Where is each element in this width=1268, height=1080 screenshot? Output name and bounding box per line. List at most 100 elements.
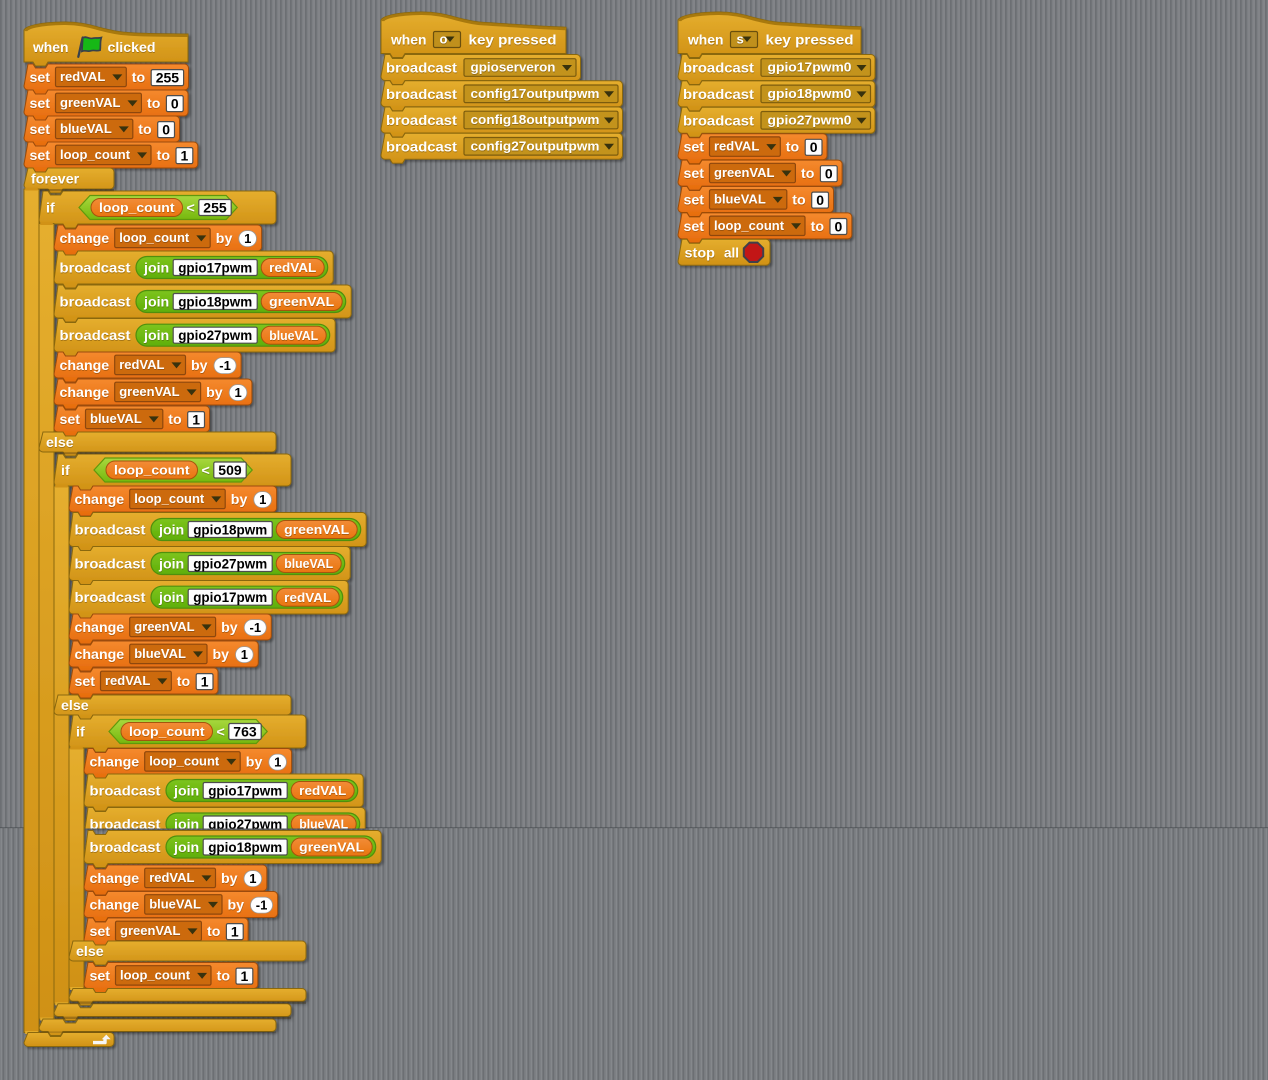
svg-text:key pressed: key pressed [766, 33, 854, 49]
svg-text:redVAL: redVAL [60, 70, 105, 85]
svg-text:forever: forever [31, 173, 80, 189]
svg-text:forever: forever [31, 172, 80, 188]
svg-text:gpio17pwm: gpio17pwm [178, 259, 252, 275]
svg-text:else: else [46, 435, 74, 451]
svg-text:gpio18pwm0: gpio18pwm0 [768, 86, 852, 101]
svg-text:broadcast: broadcast [90, 785, 161, 801]
svg-text:join: join [173, 841, 199, 857]
svg-text:to: to [207, 925, 221, 941]
svg-text:loop_count: loop_count [119, 230, 190, 245]
svg-text:redVAL: redVAL [120, 358, 165, 373]
svg-text:loop_count: loop_count [714, 219, 785, 234]
svg-text:key pressed: key pressed [766, 34, 854, 50]
svg-text:config18outputpwm: config18outputpwm [471, 112, 600, 127]
svg-text:change: change [75, 621, 125, 637]
svg-text:loop_count: loop_count [114, 463, 190, 478]
svg-text:broadcast: broadcast [60, 261, 131, 277]
svg-text:if: if [76, 726, 85, 742]
svg-text:to: to [811, 219, 825, 235]
svg-text:when: when [687, 33, 723, 49]
svg-text:else: else [76, 944, 104, 960]
svg-text:set: set [60, 412, 81, 428]
svg-text:set: set [75, 674, 96, 690]
svg-text:change: change [75, 620, 125, 636]
svg-text:loop_count: loop_count [99, 201, 175, 216]
svg-text:blueVAL: blueVAL [714, 193, 766, 208]
svg-text:redVAL: redVAL [714, 139, 759, 154]
svg-text:1: 1 [241, 968, 249, 984]
svg-text:if: if [76, 725, 85, 741]
svg-text:when: when [390, 33, 426, 49]
svg-text:join: join [143, 295, 169, 311]
svg-text:by: by [246, 755, 263, 771]
svg-text:key pressed: key pressed [469, 33, 557, 49]
svg-text:broadcast: broadcast [683, 114, 754, 130]
svg-text:join: join [158, 557, 184, 573]
svg-text:set: set [684, 220, 705, 236]
svg-text:to: to [169, 413, 183, 429]
svg-text:broadcast: broadcast [683, 87, 754, 103]
svg-text:gpioserveron: gpioserveron [471, 61, 556, 76]
svg-text:greenVAL: greenVAL [299, 840, 364, 855]
svg-text:-1: -1 [219, 358, 231, 373]
svg-text:by: by [221, 620, 238, 636]
svg-text:broadcast: broadcast [386, 113, 457, 129]
svg-text:-1: -1 [256, 898, 268, 913]
svg-text:change: change [60, 358, 110, 374]
svg-text:loop_count: loop_count [150, 755, 221, 770]
svg-text:greenVAL: greenVAL [60, 96, 120, 111]
svg-text:loop_count: loop_count [60, 148, 131, 163]
svg-text:set: set [30, 123, 51, 139]
svg-text:to: to [217, 970, 231, 986]
svg-text:broadcast: broadcast [683, 62, 754, 78]
svg-text:blueVAL: blueVAL [90, 412, 142, 427]
svg-text:redVAL: redVAL [284, 590, 331, 605]
svg-text:blueVAL: blueVAL [300, 818, 349, 833]
svg-text:all: all [724, 245, 739, 261]
svg-text:loop_count: loop_count [135, 492, 206, 507]
svg-text:broadcast: broadcast [60, 262, 131, 278]
svg-text:gpio18pwm: gpio18pwm [178, 293, 252, 309]
svg-text:set: set [90, 925, 111, 941]
svg-text:1: 1 [244, 231, 251, 246]
svg-text:broadcast: broadcast [75, 591, 146, 607]
svg-text:broadcast: broadcast [386, 114, 457, 130]
svg-text:255: 255 [203, 199, 227, 215]
svg-text:loop_count: loop_count [120, 968, 191, 983]
svg-text:join: join [173, 840, 199, 856]
svg-text:join: join [158, 524, 184, 540]
svg-text:join: join [173, 785, 199, 801]
svg-text:join: join [173, 818, 199, 834]
svg-text:by: by [228, 899, 245, 915]
svg-text:loop_count: loop_count [129, 725, 205, 740]
svg-text:s: s [737, 33, 744, 48]
svg-text:join: join [158, 591, 184, 607]
svg-text:else: else [61, 698, 89, 714]
svg-text:blueVAL: blueVAL [135, 647, 187, 662]
svg-text:redVAL: redVAL [270, 261, 317, 276]
svg-text:change: change [60, 386, 110, 402]
svg-text:join: join [158, 558, 184, 574]
svg-text:1: 1 [259, 492, 266, 507]
svg-text:to: to [157, 149, 171, 165]
svg-text:join: join [143, 328, 169, 344]
svg-text:join: join [173, 817, 199, 833]
svg-text:<: < [217, 725, 225, 741]
svg-text:0: 0 [162, 122, 170, 138]
svg-text:change: change [75, 647, 125, 663]
svg-text:<: < [202, 464, 210, 480]
svg-text:join: join [143, 296, 169, 312]
svg-text:broadcast: broadcast [90, 841, 161, 857]
svg-text:config18outputpwm: config18outputpwm [471, 113, 600, 128]
svg-text:greenVAL: greenVAL [60, 95, 120, 110]
svg-text:change: change [90, 755, 140, 771]
svg-text:set: set [90, 969, 111, 985]
svg-text:else: else [76, 945, 104, 961]
svg-text:broadcast: broadcast [75, 524, 146, 540]
svg-text:when: when [32, 41, 68, 57]
svg-text:gpio18pwm0: gpio18pwm0 [768, 87, 852, 102]
svg-text:if: if [61, 464, 70, 480]
svg-text:763: 763 [233, 723, 257, 739]
svg-text:by: by [206, 385, 223, 401]
svg-text:broadcast: broadcast [386, 87, 457, 103]
